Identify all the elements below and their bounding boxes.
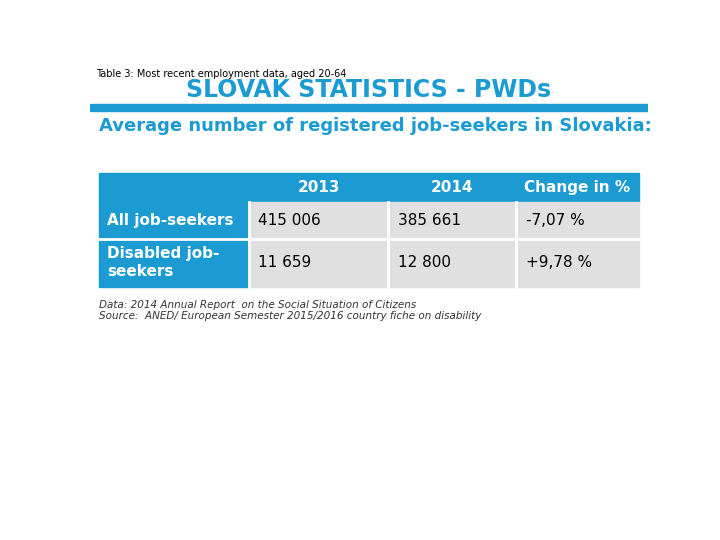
Bar [99,173,639,202]
Bar [99,202,249,239]
Bar [249,239,639,287]
Text: Disabled job-
seekers: Disabled job- seekers [107,246,220,279]
Text: -7,07 %: -7,07 % [526,213,585,228]
Text: Average number of registered job-seekers in Slovakia:: Average number of registered job-seekers… [99,117,652,135]
Text: 2013: 2013 [297,180,340,195]
Bar [90,104,648,111]
Text: All job-seekers: All job-seekers [107,213,233,228]
Text: 11 659: 11 659 [258,255,312,270]
Bar [249,202,639,239]
Text: Data: 2014 Annual Report  on the Social Situation of Citizens: Data: 2014 Annual Report on the Social S… [99,300,417,310]
Text: 385 661: 385 661 [397,213,461,228]
Text: 12 800: 12 800 [397,255,451,270]
Text: +9,78 %: +9,78 % [526,255,592,270]
Text: SLOVAK STATISTICS - PWDs: SLOVAK STATISTICS - PWDs [186,78,552,102]
Bar [99,239,249,287]
Text: 415 006: 415 006 [258,213,321,228]
Text: Source:  ANED/ European Semester 2015/2016 country fiche on disability: Source: ANED/ European Semester 2015/201… [99,311,482,321]
Text: Table 3: Most recent employment data, aged 20-64: Table 3: Most recent employment data, ag… [96,69,346,79]
Text: Change in %: Change in % [524,180,631,195]
Text: 2014: 2014 [431,180,474,195]
